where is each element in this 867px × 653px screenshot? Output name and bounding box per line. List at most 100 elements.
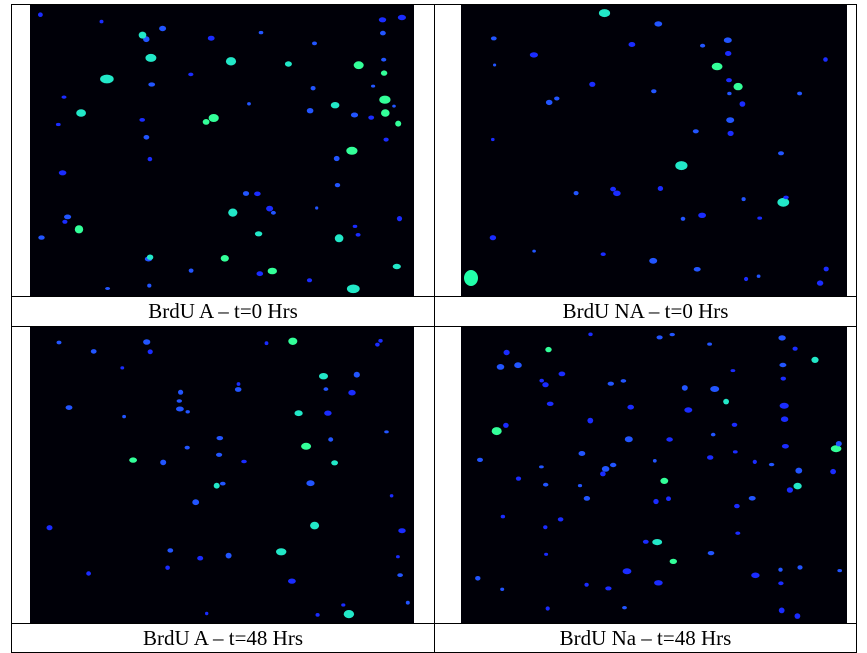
cell-nucleus (122, 414, 126, 419)
cell-nucleus (778, 335, 786, 341)
cell-nucleus (477, 457, 483, 462)
cell-nucleus (312, 41, 317, 46)
cell-nucleus (380, 30, 386, 36)
cell-nucleus (707, 551, 715, 556)
cell-nucleus (38, 235, 45, 240)
cell-nucleus (184, 445, 190, 450)
cell-nucleus (613, 190, 621, 197)
cell-nucleus (503, 349, 510, 356)
cell-nucleus (627, 404, 634, 410)
cell-nucleus (707, 455, 714, 460)
caption: BrdU A – t=48 Hrs (142, 626, 304, 650)
cell-nucleus (346, 146, 358, 155)
caption: BrdU NA – t=0 Hrs (562, 299, 729, 323)
cell-nucleus (669, 558, 677, 564)
cell-nucleus (294, 410, 303, 417)
cell-nucleus (392, 104, 396, 108)
cell-nucleus (680, 216, 686, 221)
cell-nucleus (797, 91, 803, 96)
cell-nucleus (383, 137, 389, 142)
cell-nucleus (545, 346, 552, 353)
cell-nucleus (795, 467, 803, 474)
microscopy-image (30, 327, 414, 623)
cell-nucleus (334, 234, 344, 243)
cell-nucleus (757, 216, 763, 220)
cell-nucleus (324, 410, 332, 416)
cell-nucleus (794, 613, 801, 619)
cell-nucleus (700, 43, 706, 48)
cell-nucleus (622, 568, 632, 575)
cell-nucleus (681, 385, 688, 391)
cell-nucleus (600, 252, 606, 256)
cell-nucleus (778, 581, 784, 586)
cell-nucleus (710, 432, 716, 437)
cell-nucleus (554, 96, 560, 101)
table-border (11, 4, 12, 653)
cell-nucleus (46, 525, 53, 531)
cell-nucleus (343, 610, 355, 619)
cell-nucleus (816, 280, 824, 286)
cell-nucleus (61, 95, 67, 99)
cell-nucleus (213, 482, 220, 489)
cell-nucleus (558, 371, 566, 377)
cell-nucleus (397, 14, 406, 21)
cell-nucleus (389, 494, 394, 498)
cell-nucleus (675, 161, 688, 171)
cell-nucleus (493, 63, 497, 67)
cell-nucleus (368, 115, 375, 120)
cell-nucleus (220, 255, 229, 262)
cell-nucleus (216, 452, 223, 457)
cell-nucleus (208, 114, 219, 122)
cell-nucleus (756, 274, 761, 278)
cell-nucleus (779, 362, 787, 368)
cell-nucleus (726, 117, 735, 123)
cell-nucleus (165, 565, 170, 570)
cell-nucleus (90, 349, 97, 354)
cell-nucleus (371, 84, 376, 88)
cell-nucleus (727, 91, 732, 96)
cell-nucleus (129, 457, 137, 463)
cell-nucleus (225, 552, 232, 559)
cell-nucleus (99, 19, 104, 24)
cell-nucleus (491, 137, 495, 142)
cell-nucleus (777, 197, 790, 207)
cell-nucleus (557, 517, 564, 522)
cell-nucleus (475, 576, 481, 581)
cell-nucleus (202, 119, 210, 125)
microscopy-image (30, 5, 414, 296)
cell-nucleus (143, 339, 151, 345)
cell-nucleus (707, 342, 712, 346)
cell-nucleus (205, 611, 209, 616)
cell-nucleus (515, 476, 522, 481)
cell-nucleus (653, 498, 659, 505)
cell-nucleus (76, 109, 86, 117)
cell-nucleus (489, 235, 497, 241)
table-border (434, 4, 435, 653)
cell-nucleus (496, 364, 505, 370)
cell-nucleus (353, 61, 364, 70)
cell-nucleus (405, 600, 410, 605)
cell-nucleus (500, 514, 506, 519)
cell-nucleus (823, 266, 829, 272)
cell-nucleus (780, 416, 789, 422)
cell-nucleus (167, 548, 174, 553)
cell-nucleus (490, 36, 497, 41)
cell-nucleus (545, 606, 550, 611)
cell-nucleus (379, 95, 391, 104)
cell-nucleus (216, 436, 224, 441)
background (30, 327, 414, 623)
cell-nucleus (578, 451, 586, 456)
cell-nucleus (710, 386, 720, 392)
cell-nucleus (381, 57, 387, 62)
cell-nucleus (735, 531, 741, 535)
cell-nucleus (353, 371, 360, 378)
cell-nucleus (500, 587, 505, 591)
cell-nucleus (256, 271, 264, 277)
cell-nucleus (583, 496, 591, 501)
cell-nucleus (752, 459, 757, 464)
cell-nucleus (529, 52, 538, 58)
cell-nucleus (74, 225, 84, 234)
cell-nucleus (396, 216, 403, 222)
cell-nucleus (778, 567, 783, 572)
cell-nucleus (306, 480, 315, 487)
